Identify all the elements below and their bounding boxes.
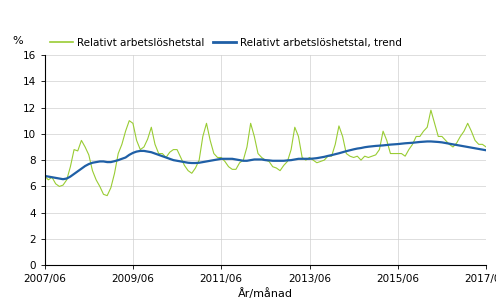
Line: Relativt arbetslöshetstal: Relativt arbetslöshetstal bbox=[45, 110, 496, 196]
Line: Relativt arbetslöshetstal, trend: Relativt arbetslöshetstal, trend bbox=[45, 142, 496, 179]
Legend: Relativt arbetslöshetstal, Relativt arbetslöshetstal, trend: Relativt arbetslöshetstal, Relativt arbe… bbox=[50, 38, 402, 48]
Y-axis label: %: % bbox=[13, 37, 23, 46]
Relativt arbetslöshetstal bbox=[480, 142, 486, 146]
Relativt arbetslöshetstal, trend bbox=[82, 164, 88, 168]
X-axis label: År/månad: År/månad bbox=[238, 289, 293, 300]
Relativt arbetslöshetstal, trend bbox=[60, 178, 66, 181]
Relativt arbetslöshetstal bbox=[472, 138, 478, 142]
Relativt arbetslöshetstal, trend bbox=[42, 174, 48, 178]
Relativt arbetslöshetstal, trend bbox=[123, 156, 128, 159]
Relativt arbetslöshetstal bbox=[78, 138, 84, 142]
Relativt arbetslöshetstal bbox=[104, 194, 110, 197]
Relativt arbetslöshetstal bbox=[207, 138, 213, 142]
Relativt arbetslöshetstal, trend bbox=[207, 159, 213, 163]
Relativt arbetslöshetstal bbox=[421, 129, 427, 133]
Relativt arbetslöshetstal bbox=[428, 108, 434, 112]
Relativt arbetslöshetstal, trend bbox=[472, 146, 478, 150]
Relativt arbetslöshetstal bbox=[42, 174, 48, 178]
Relativt arbetslöshetstal, trend bbox=[480, 148, 486, 151]
Relativt arbetslöshetstal, trend bbox=[424, 140, 430, 143]
Relativt arbetslöshetstal, trend bbox=[421, 140, 427, 144]
Relativt arbetslöshetstal bbox=[123, 129, 128, 133]
